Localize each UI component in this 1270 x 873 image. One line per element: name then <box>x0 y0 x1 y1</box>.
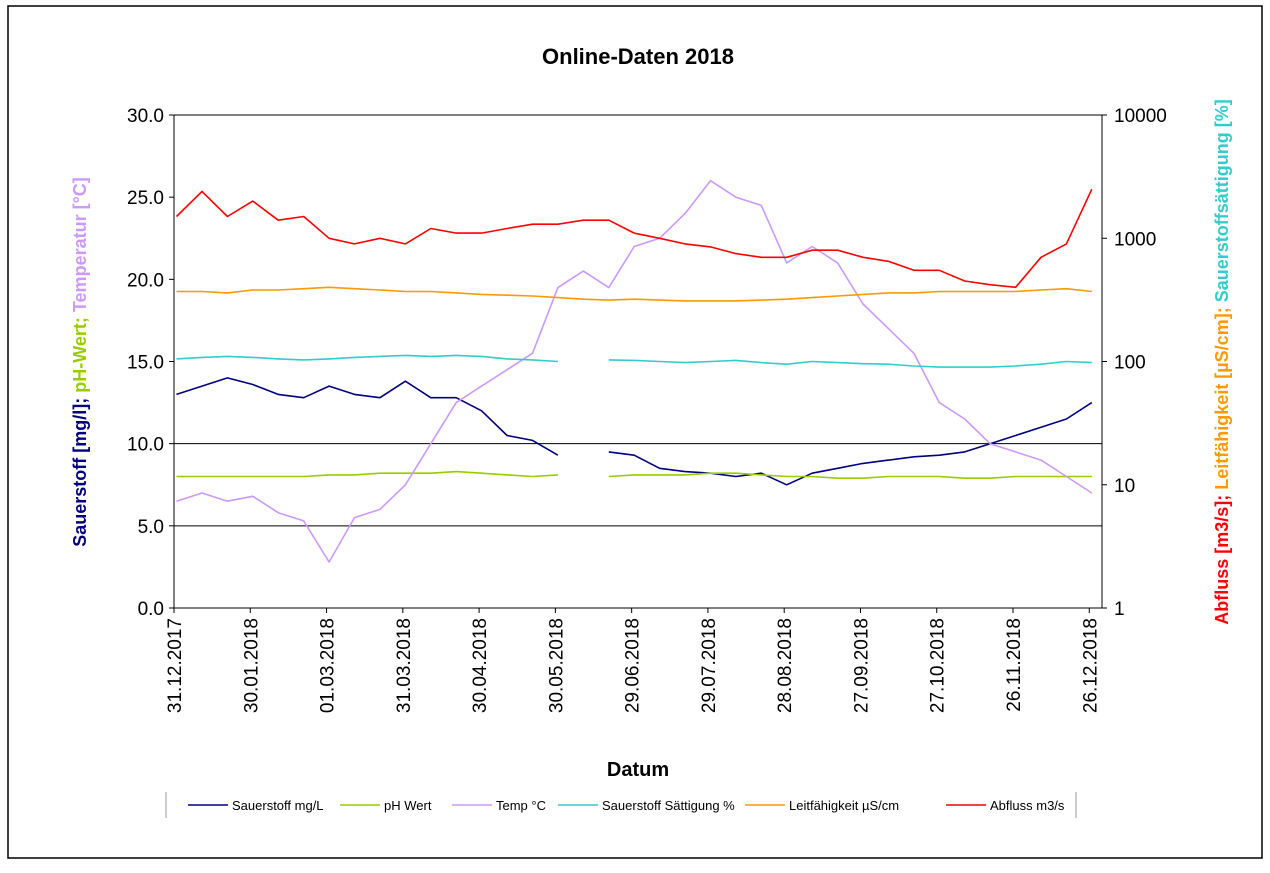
y-axis-label-part: pH-Wert; <box>70 312 90 393</box>
x-tick-label: 31.03.2018 <box>394 618 415 713</box>
x-tick-label: 28.08.2018 <box>775 618 796 713</box>
y-tick-label: 15.0 <box>127 353 164 374</box>
x-tick-label: 27.10.2018 <box>928 618 949 713</box>
y2-tick-label: 100 <box>1114 353 1146 374</box>
y2-tick-label: 10 <box>1114 476 1135 497</box>
y-axis-label-part: Temperatur [°C] <box>70 177 90 312</box>
legend-label: Sauerstoff mg/L <box>232 798 324 813</box>
y-tick-label: 25.0 <box>127 188 164 209</box>
legend-label: Abfluss m3/s <box>990 798 1065 813</box>
y2-axis-label-part: Leitfähigkeit [µS/cm]; <box>1212 302 1232 489</box>
series-line <box>176 286 1092 302</box>
legend-label: Temp °C <box>496 798 546 813</box>
y-axis-label: Sauerstoff [mg/l]; pH-Wert; Temperatur [… <box>70 177 90 547</box>
y-tick-label: 30.0 <box>127 106 164 127</box>
x-tick-label: 26.11.2018 <box>1004 618 1025 712</box>
x-tick-label: 31.12.2017 <box>165 618 186 713</box>
x-tick-label: 27.09.2018 <box>851 618 872 713</box>
x-tick-label: 30.01.2018 <box>241 618 262 713</box>
chart-border <box>7 5 1263 859</box>
series-line <box>176 179 1093 563</box>
y-tick-label: 10.0 <box>127 435 164 456</box>
series-line <box>176 377 1093 486</box>
y2-axis-label-part: Abfluss [m3/s]; <box>1212 490 1232 625</box>
y-tick-label: 0.0 <box>138 599 164 620</box>
y2-tick-label: 1000 <box>1114 229 1156 250</box>
x-tick-label: 26.12.2018 <box>1080 618 1101 713</box>
y2-tick-label: 1 <box>1114 599 1125 620</box>
y2-axis-label-part: Sauerstoffsättigung [%] <box>1212 99 1232 302</box>
y-tick-label: 20.0 <box>127 270 164 291</box>
y-tick-label: 5.0 <box>138 517 164 538</box>
x-tick-label: 30.04.2018 <box>470 618 491 713</box>
legend-label: Leitfähigkeit µS/cm <box>789 798 899 813</box>
x-tick-label: 29.07.2018 <box>699 618 720 713</box>
x-axis-label: Datum <box>607 759 669 781</box>
chart-title: Online-Daten 2018 <box>542 44 734 69</box>
y-axis-label-part: Sauerstoff [mg/l]; <box>70 393 90 547</box>
x-tick-label: 30.05.2018 <box>546 618 567 713</box>
series-line <box>175 188 1093 289</box>
legend-label: Sauerstoff Sättigung % <box>602 798 735 813</box>
y2-axis-label: Abfluss [m3/s]; Leitfähigkeit [µS/cm]; S… <box>1212 99 1232 624</box>
x-tick-label: 01.03.2018 <box>318 618 339 713</box>
legend-label: pH Wert <box>384 798 432 813</box>
series-line <box>176 470 1092 479</box>
x-tick-label: 29.06.2018 <box>623 618 644 713</box>
y2-tick-label: 10000 <box>1114 106 1167 127</box>
series-line <box>176 354 1092 368</box>
